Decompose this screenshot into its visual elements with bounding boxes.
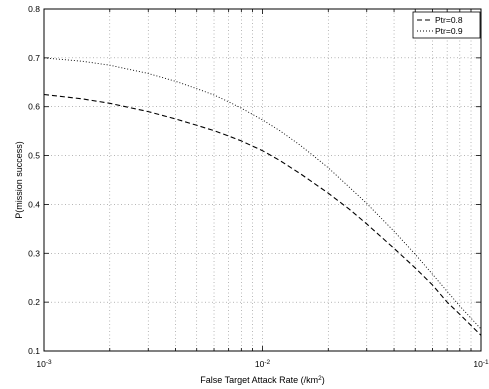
x-axis-label-text: False Target Attack Rate (/km bbox=[200, 375, 318, 385]
x-tick-label-exponent: -3 bbox=[46, 359, 52, 366]
y-tick-label: 0.6 bbox=[28, 102, 40, 112]
axis-ticks bbox=[43, 8, 481, 352]
x-axis-label: False Target Attack Rate (/km2) bbox=[200, 375, 325, 386]
x-tick-label: 10-2 bbox=[255, 359, 271, 370]
x-tick-label: 10-1 bbox=[473, 359, 489, 370]
grid bbox=[44, 9, 481, 351]
y-tick-label: 0.7 bbox=[28, 53, 40, 63]
y-tick-label: 0.1 bbox=[28, 346, 40, 356]
y-tick-label: 0.8 bbox=[28, 4, 40, 14]
x-tick-label-exponent: -2 bbox=[264, 359, 270, 366]
x-tick-label-exponent: -1 bbox=[483, 359, 489, 366]
x-tick-label-base: 10 bbox=[36, 359, 46, 369]
series-line-ptr-0-9 bbox=[43, 57, 482, 330]
legend-label: Ptr=0.8 bbox=[435, 15, 463, 25]
y-tick-label: 0.3 bbox=[28, 248, 40, 258]
tick-labels: 0.10.20.30.40.50.60.70.810-3 10-2 10-1 bbox=[28, 4, 489, 369]
legend-label: Ptr=0.9 bbox=[435, 26, 463, 36]
y-tick-label: 0.2 bbox=[28, 297, 40, 307]
x-axis-label-suffix: ) bbox=[322, 375, 325, 385]
y-tick-label: 0.5 bbox=[28, 151, 40, 161]
x-tick-label-base: 10 bbox=[255, 359, 265, 369]
x-axis-label-superscript: 2 bbox=[318, 375, 322, 382]
y-tick-label: 0.4 bbox=[28, 199, 40, 209]
legend-box bbox=[412, 11, 481, 39]
x-tick-label: 10-3 bbox=[36, 359, 52, 370]
series-line-ptr-0-8 bbox=[43, 93, 482, 336]
y-axis-label: P(mission success) bbox=[14, 141, 24, 219]
x-tick-label-base: 10 bbox=[473, 359, 483, 369]
series-layer bbox=[43, 57, 482, 336]
